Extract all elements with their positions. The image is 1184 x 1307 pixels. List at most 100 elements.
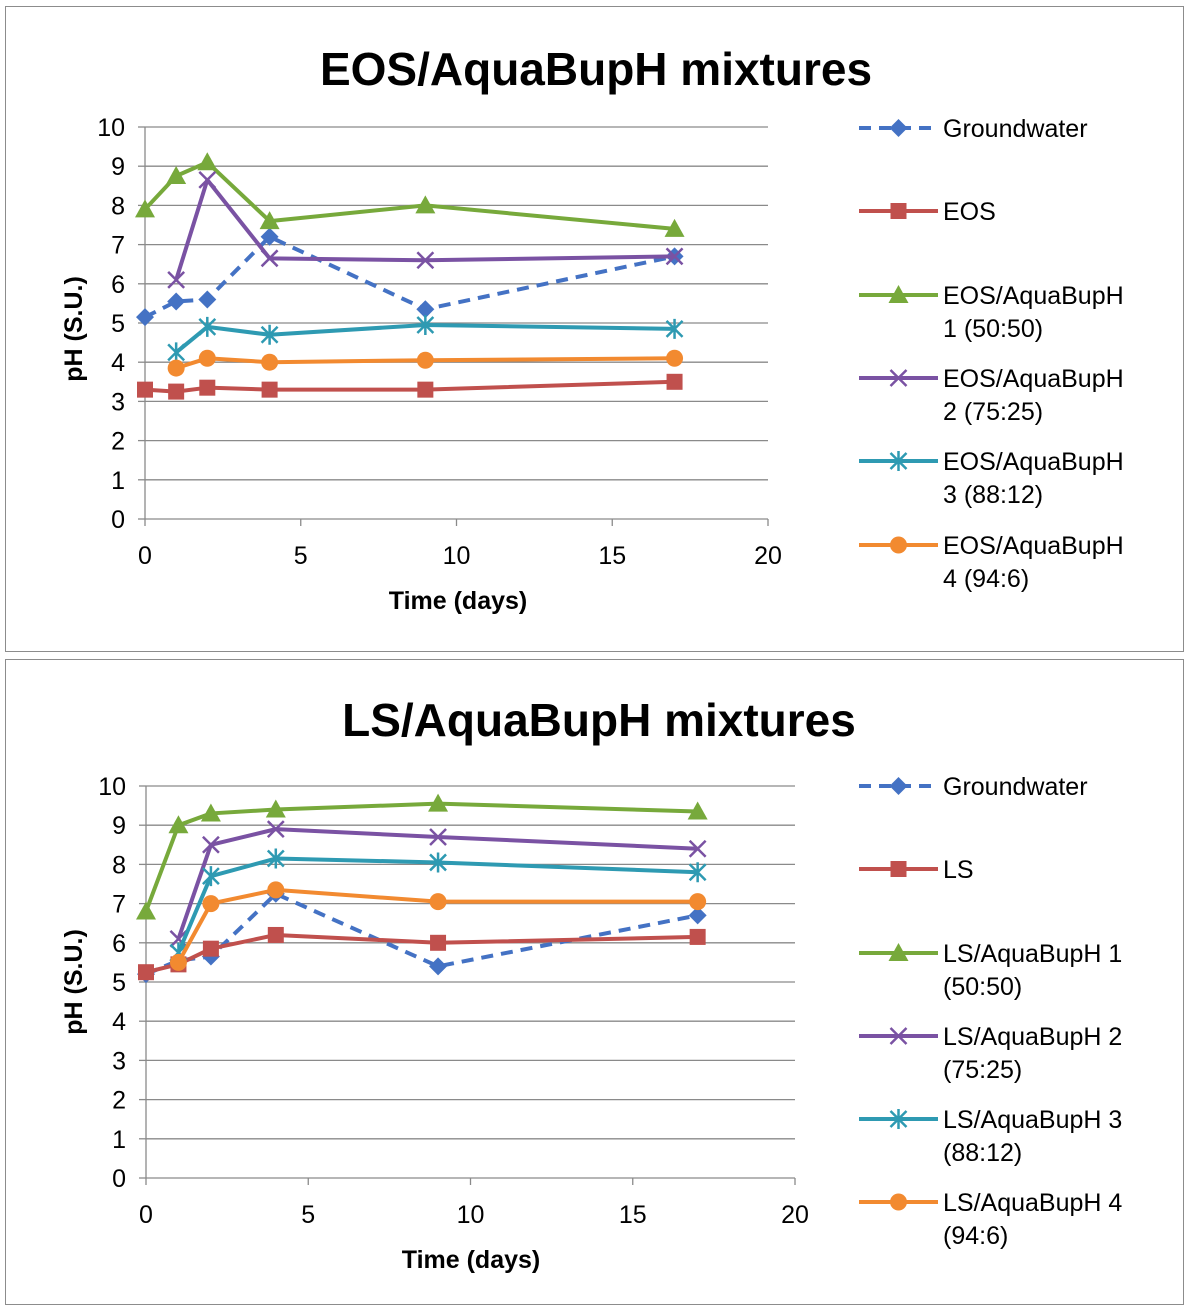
series-line [145,891,699,977]
y-tick-label: 1 [112,1126,126,1154]
series-ls-aquabuph-1-50-50- [136,793,708,920]
data-point [430,934,447,951]
legend-marker [889,1109,908,1129]
data-point [428,793,449,812]
x-tick-label: 15 [598,542,626,570]
data-point [136,308,154,327]
data-point [167,270,186,289]
y-tick-label: 0 [112,1165,126,1193]
legend-marker [888,285,909,303]
data-point [688,862,707,883]
legend-item: LS/AquaBupH 1 (50:50) [859,940,1122,1001]
data-point [202,866,220,887]
x-tick-label: 5 [294,542,308,570]
data-point [666,349,684,367]
y-tick-label: 9 [112,812,126,840]
data-point [202,835,220,854]
legend-label: EOS/AquaBupH [943,282,1124,310]
data-point [665,247,684,266]
series-ls-aquabuph-2-75-25- [169,820,707,948]
data-point [416,351,434,369]
legend-label: (94:6) [943,1222,1008,1250]
legend-item: LS/AquaBupH 2 (75:25) [859,1023,1122,1084]
y-tick-label: 10 [97,114,125,142]
series-line [144,801,698,913]
x-axis-ticks: 0 5 10 15 20 [139,1201,809,1229]
series-line [143,160,675,231]
legend-item: Groundwater [859,773,1088,801]
data-point [166,166,187,184]
legend-item: LS [859,856,974,884]
data-point [260,324,279,345]
x-tick-label: 5 [301,1201,315,1229]
y-tick-label: 7 [111,232,125,260]
legend-marker [889,451,908,471]
series-line [174,177,675,281]
series-ls-aquabuph-4-94-6- [169,881,707,971]
legend-marker [890,1193,907,1211]
legend-label: 3 (88:12) [943,481,1043,509]
y-tick-label: 6 [112,930,126,958]
legend-item: Groundwater [859,115,1088,143]
legend-marker [889,119,908,137]
x-tick-label: 15 [619,1201,647,1229]
data-point [261,381,278,398]
x-axis-label: Time (days) [389,587,527,615]
data-point [261,353,279,371]
y-axis-label: pH (S.U.) [60,929,88,1035]
data-point [664,218,685,237]
legend-label: EOS/AquaBupH [943,448,1124,476]
legend-label: LS/AquaBupH 3 [943,1106,1122,1134]
data-point [260,249,279,268]
x-tick-label: 20 [781,1201,809,1229]
x-tick-label: 10 [457,1201,485,1229]
data-point [688,839,707,858]
data-point [665,318,684,339]
data-point [202,895,220,913]
y-axis-label: pH (S.U.) [60,276,88,382]
data-point [202,940,219,957]
series-eos-aquabuph-2-75-25- [167,171,684,289]
series-group [135,152,685,400]
legend-label: LS/AquaBupH 2 [943,1023,1122,1051]
series-ls [138,926,706,981]
series-line [144,234,675,319]
legend-item: EOS/AquaBupH 1 (50:50) [859,282,1124,343]
legend-label: LS/AquaBupH 1 [943,940,1122,968]
data-point [167,359,185,377]
data-point [265,799,286,818]
grid [139,785,796,1185]
data-point [416,314,435,335]
y-tick-label: 4 [111,349,125,377]
legend-label: 1 (50:50) [943,315,1043,343]
data-point [687,801,708,820]
x-axis-ticks: 0 5 10 15 20 [138,542,782,570]
data-point [429,893,447,911]
y-axis-ticks: 0 1 2 3 4 5 6 7 8 9 10 [98,773,126,1193]
x-tick-label: 0 [139,1201,153,1229]
legend-marker [890,861,907,877]
series-eos-aquabuph-1-50-50- [135,152,685,237]
data-point [198,290,217,309]
data-point [688,906,707,925]
legend-label: EOS/AquaBupH [943,532,1124,560]
chart-title: LS/AquaBupH mixtures [342,694,856,746]
data-point [429,957,448,976]
data-point [200,803,221,822]
series-eos [137,373,683,400]
y-axis-ticks: 0 1 2 3 4 5 6 7 8 9 10 [97,114,125,534]
legend-item: EOS/AquaBupH 4 (94:6) [859,532,1124,593]
data-point [259,211,280,230]
data-point [198,171,217,189]
y-tick-label: 9 [111,153,125,181]
y-tick-label: 3 [111,388,125,416]
data-point [266,848,285,869]
data-point [689,928,706,945]
legend-item: EOS/AquaBupH 3 (88:12) [859,448,1124,509]
ls-chart: LS/AquaBupH mixtures 0 1 2 3 4 5 6 7 8 9 10 0 5 10 15… [60,694,1122,1274]
legend-label: (50:50) [943,973,1022,1001]
legend-label: LS/AquaBupH 4 [943,1189,1122,1217]
legend-item: LS/AquaBupH 4 (94:6) [859,1189,1122,1250]
data-point [415,195,436,214]
